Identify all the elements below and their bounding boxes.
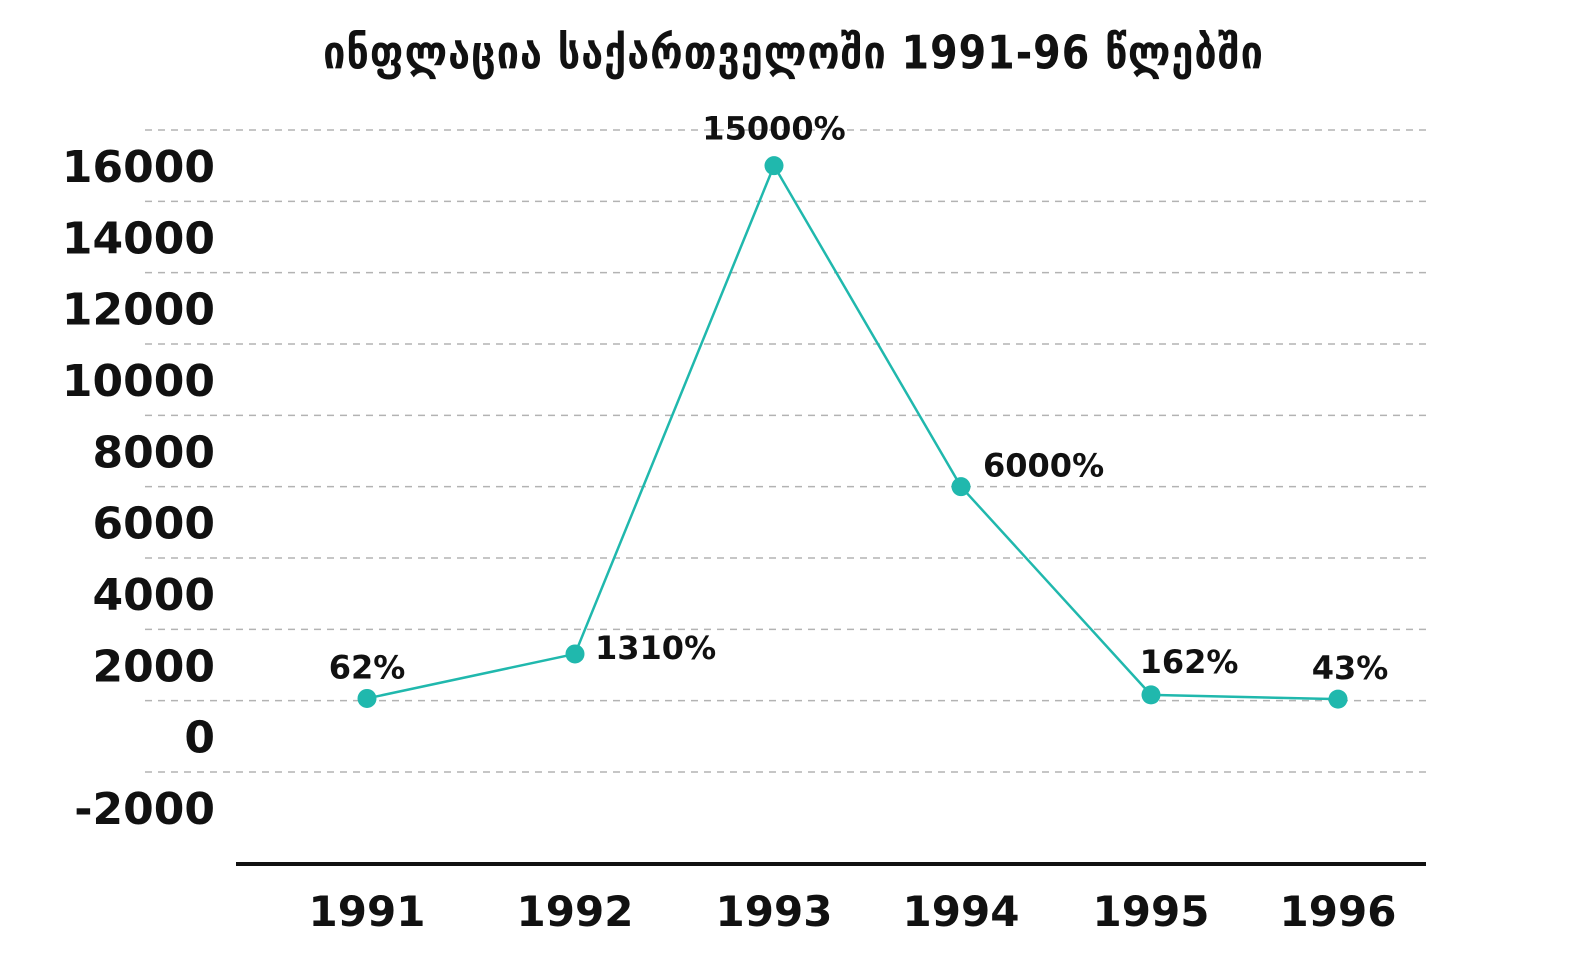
y-tick-label: 2000	[93, 641, 215, 692]
series-line	[366, 162, 1339, 701]
data-label: 15000%	[702, 110, 845, 148]
y-tick-label: 14000	[62, 213, 215, 264]
x-tick-label: 1992	[517, 887, 634, 936]
data-points	[357, 156, 1348, 709]
chart-title: ინფლაცია საქართველოში 1991-96 წლებში	[323, 26, 1264, 81]
x-tick-label: 1995	[1093, 887, 1210, 936]
y-tick-label: 16000	[62, 142, 215, 193]
x-axis-ticks: 1991 1992 1993 1994 1995 1996	[309, 887, 1397, 936]
x-tick-label: 1996	[1280, 887, 1397, 936]
x-tick-label: 1991	[309, 887, 426, 936]
x-tick-label: 1994	[903, 887, 1020, 936]
data-labels: 62% 1310% 15000% 6000% 162% 43%	[329, 110, 1389, 687]
data-label: 43%	[1312, 649, 1389, 687]
y-tick-label: 10000	[62, 356, 215, 407]
data-point	[357, 688, 377, 708]
data-label: 62%	[329, 648, 406, 686]
y-tick-label: 0	[184, 713, 215, 764]
y-tick-label: -2000	[74, 784, 215, 835]
data-point	[1328, 689, 1348, 709]
y-axis-ticks: 16000 14000 12000 10000 8000 6000 4000 2000 0 -20…	[62, 142, 215, 835]
data-point	[951, 477, 971, 497]
y-tick-label: 4000	[93, 570, 215, 621]
data-label: 6000%	[983, 447, 1104, 485]
data-point	[764, 156, 784, 176]
y-tick-label: 12000	[62, 285, 215, 336]
data-label: 162%	[1140, 643, 1239, 681]
y-tick-label: 6000	[93, 499, 215, 550]
data-label: 1310%	[595, 629, 716, 667]
series-polyline	[366, 162, 1339, 701]
gridlines	[145, 129, 1426, 773]
data-point	[1141, 685, 1161, 705]
x-tick-label: 1993	[716, 887, 833, 936]
y-tick-label: 8000	[93, 427, 215, 478]
data-point	[565, 644, 585, 664]
